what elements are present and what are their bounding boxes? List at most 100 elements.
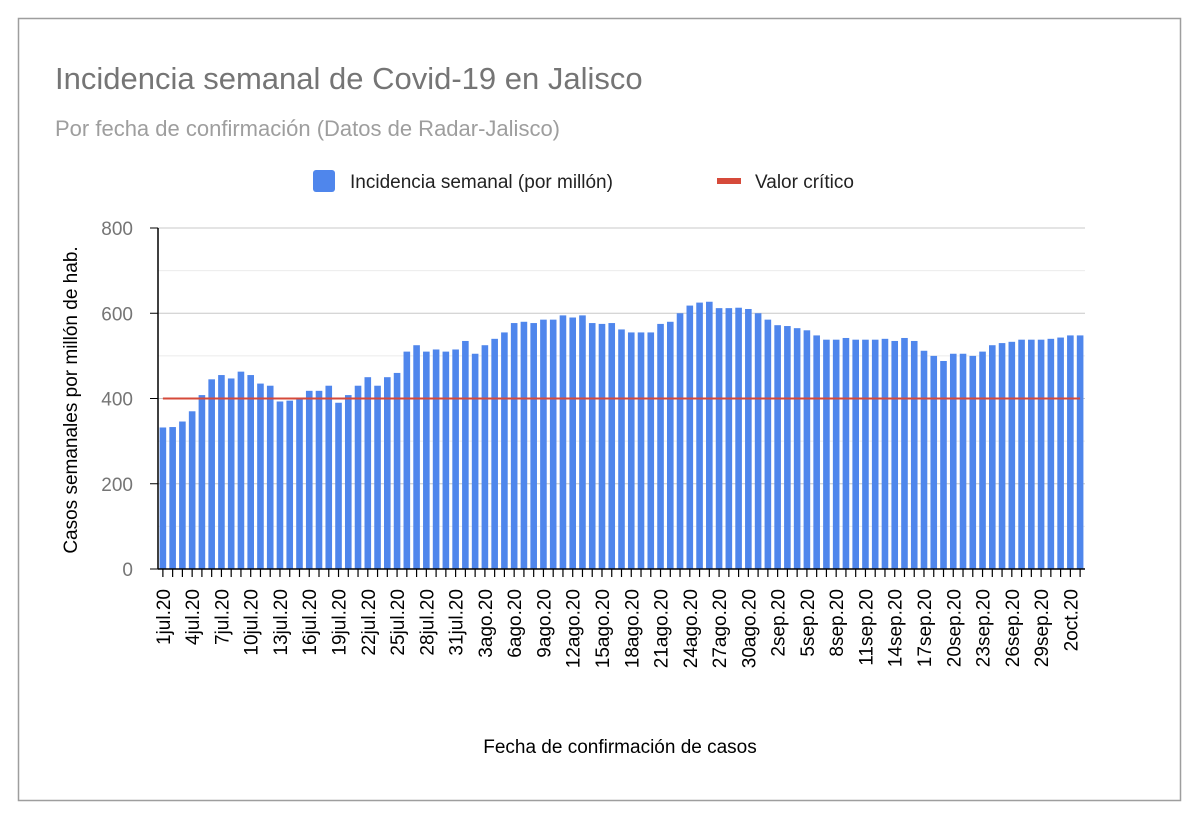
x-tick-label: 4jul.20 [183,589,204,645]
x-tick-label: 22jul.20 [359,589,380,656]
bar [179,421,186,569]
x-tick-label: 3ago.20 [476,589,497,658]
x-tick-label: 5sep.20 [798,589,819,657]
bar [501,332,508,569]
bar [413,345,420,569]
x-tick-label: 28jul.20 [417,589,438,656]
bar [1047,338,1055,569]
bar [276,401,284,569]
bar [901,337,908,569]
x-tick-label: 29sep.20 [1032,589,1053,667]
bar [949,353,957,569]
bar [735,307,742,569]
bar [588,323,596,569]
bar [784,326,791,569]
bar [549,319,557,569]
bar [208,379,215,569]
x-axis-title: Fecha de confirmación de casos [483,737,757,758]
bar [881,338,889,569]
bar [325,385,333,569]
x-tick-label: 17sep.20 [915,589,936,667]
bar [891,340,899,569]
x-tick-label: 25jul.20 [388,589,409,656]
y-tick-label: 800 [101,219,133,240]
legend-label: Incidencia semanal (por millón) [350,172,613,193]
bar [852,339,859,569]
bar [803,330,811,569]
bar [715,308,723,569]
bar [393,372,401,569]
bar [754,313,762,569]
x-tick-label: 21ago.20 [652,589,673,668]
bar [432,349,440,569]
y-tick-label: 200 [101,475,133,496]
bar [423,351,430,569]
bar [442,351,450,569]
bar [998,343,1006,569]
bar [530,323,537,569]
bar [627,332,635,569]
bar [871,339,879,569]
legend-label: Valor crítico [755,172,854,193]
bar [559,315,567,569]
bar [237,371,245,569]
x-tick-label: 10jul.20 [242,589,263,656]
bar [764,319,772,569]
x-tick-label: 14sep.20 [886,589,907,667]
bar [1067,335,1074,569]
bar [920,350,928,569]
bar [793,328,801,569]
bar [1028,339,1035,569]
bar [227,378,235,569]
bar [540,319,547,569]
bar [286,400,294,569]
bar [706,301,713,569]
bar [218,375,225,569]
bar [666,321,674,569]
bar [335,402,342,569]
bar [696,302,703,569]
bar [1008,341,1016,569]
bar [1076,335,1084,569]
bar [647,332,655,569]
bar [188,411,196,569]
bar [403,351,411,569]
bar [862,339,869,569]
y-tick-label: 600 [101,304,133,325]
y-axis-title: Casos semanales por millón de hab. [61,246,82,553]
bar [823,339,830,569]
bar [452,349,459,569]
bar [491,338,498,569]
bar [686,305,694,569]
x-tick-label: 23sep.20 [974,589,995,667]
bar [774,325,781,569]
x-tick-label: 2oct.20 [1061,589,1082,651]
x-tick-label: 7jul.20 [212,589,233,645]
bar [296,399,303,569]
bar [257,383,264,569]
x-tick-label: 16jul.20 [300,589,321,656]
bar [910,340,918,569]
bar [305,390,313,569]
bar [481,345,489,569]
x-tick-label: 11sep.20 [856,589,877,666]
x-tick-label: 26sep.20 [1003,589,1024,667]
bar [510,323,518,569]
bar [657,323,664,569]
bar [842,337,850,569]
bar [471,353,479,569]
legend-swatch [717,178,741,184]
x-tick-label: 27ago.20 [710,589,731,668]
bar [930,355,938,569]
y-tick-label: 400 [101,390,133,411]
bar [989,345,996,569]
bar [832,339,840,569]
bar [969,355,977,569]
bar [159,427,167,569]
x-tick-label: 24ago.20 [681,589,702,668]
bar [1037,339,1045,569]
bar [618,329,625,569]
x-tick-label: 9ago.20 [534,589,555,658]
bar [676,313,684,569]
bar [725,308,733,569]
